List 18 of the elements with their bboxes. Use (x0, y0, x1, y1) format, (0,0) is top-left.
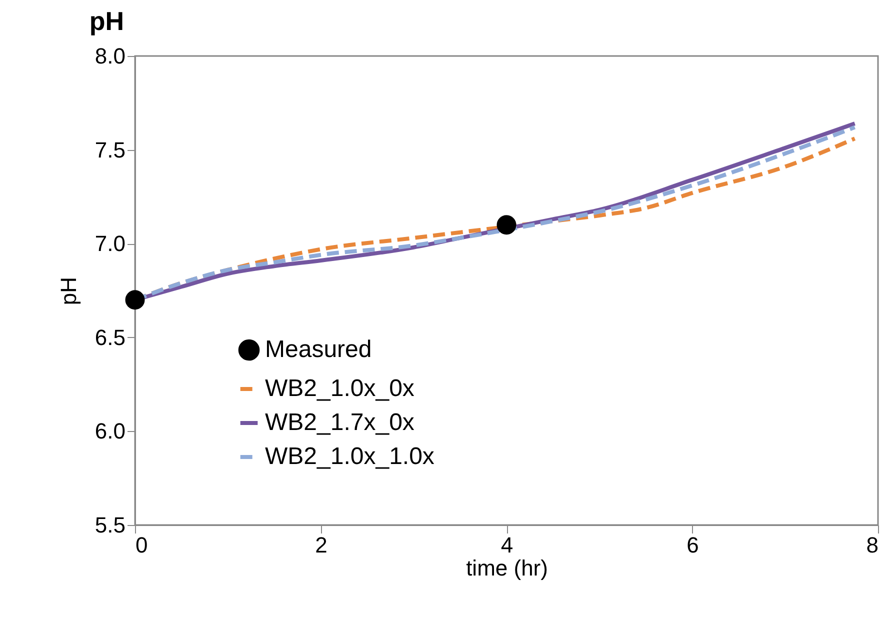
y-tick-label: 7.0 (94, 231, 126, 256)
legend-label: WB2_1.7x_0x (265, 409, 414, 436)
x-tick-label: 8 (866, 532, 878, 558)
y-axis-title: pH (56, 276, 81, 306)
y-tick-label: 5.5 (94, 512, 126, 538)
x-tick-label: 2 (315, 532, 328, 558)
y-tick-label: 6.0 (94, 418, 126, 444)
x-axis-title: time (hr) (466, 556, 548, 580)
y-tick-label: 6.5 (94, 324, 126, 350)
x-tick-label: 4 (500, 532, 514, 558)
chart-title: pH (89, 6, 124, 36)
y-tick-label: 8.0 (94, 44, 126, 68)
x-tick-label: 6 (686, 532, 699, 558)
x-tick-label: 0 (136, 532, 148, 558)
legend-label: WB2_1.0x_0x (265, 375, 414, 402)
y-tick-label: 7.5 (94, 137, 126, 162)
legend-label: WB2_1.0x_1.0x (265, 443, 434, 470)
legend-label: Measured (265, 336, 372, 363)
